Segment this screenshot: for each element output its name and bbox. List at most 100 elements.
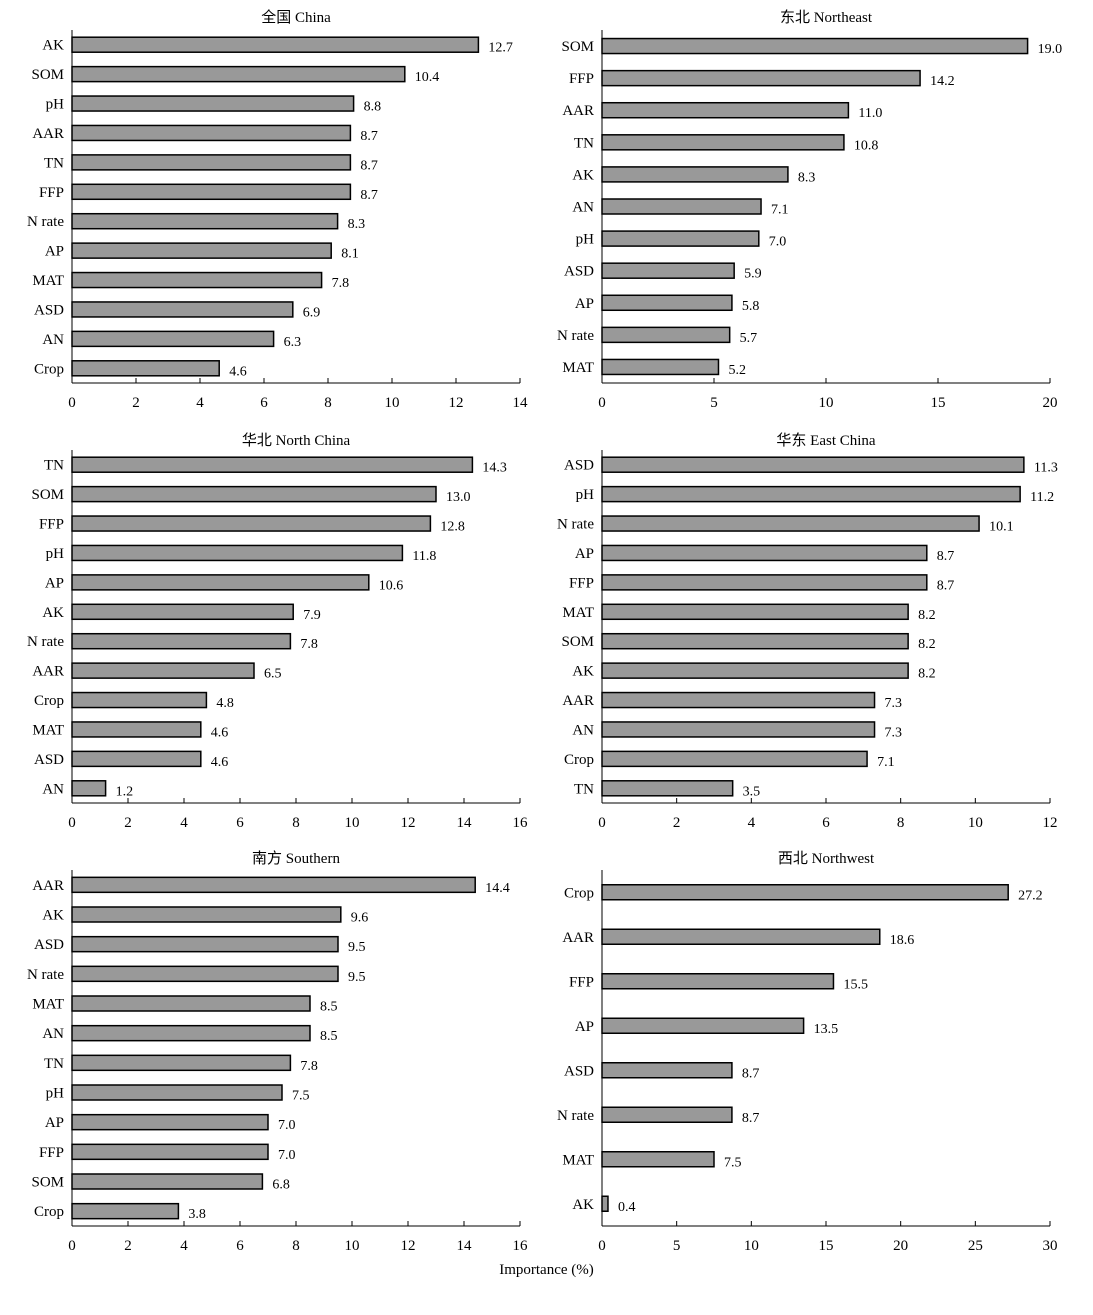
bar	[71, 935, 339, 953]
category-label: AP	[45, 244, 64, 260]
value-label: 7.8	[300, 1059, 318, 1074]
value-label: 4.6	[211, 755, 229, 770]
value-label: 8.7	[742, 1111, 760, 1126]
value-label: 11.8	[412, 549, 436, 564]
bar	[601, 632, 909, 650]
bar	[601, 230, 760, 247]
chart-panel-6: 西北 Northwest Crop 27.2 AAR 18.6 FFP 15.5 AP 13.5…	[557, 850, 1058, 1254]
x-tick-label: 12	[401, 1238, 416, 1254]
value-label: 19.0	[1038, 42, 1063, 57]
category-label: N rate	[27, 967, 64, 983]
value-label: 9.5	[348, 970, 366, 985]
chart-panel-1: 全国 China AK 12.7 SOM 10.4 pH 8.8 AAR 8.7 TN 8.7 FFP…	[27, 8, 528, 411]
x-tick-label: 10	[744, 1238, 759, 1254]
value-label: 18.6	[890, 933, 915, 948]
bar	[601, 973, 835, 990]
bar	[601, 1151, 715, 1168]
bar	[71, 124, 352, 142]
value-label: 7.0	[278, 1148, 296, 1163]
bar	[71, 212, 339, 230]
value-label: 8.3	[798, 170, 816, 185]
category-label: ASD	[34, 302, 64, 318]
category-label: FFP	[569, 71, 594, 87]
bar	[601, 603, 909, 621]
panel-title: 全国 China	[261, 8, 331, 26]
x-tick-label: 14	[513, 395, 529, 411]
x-tick-label: 10	[968, 815, 983, 831]
bar	[71, 750, 202, 768]
value-label: 7.1	[877, 755, 895, 770]
bar	[71, 1113, 269, 1131]
x-tick-label: 8	[324, 395, 332, 411]
category-label: MAT	[562, 605, 594, 621]
x-tick-label: 6	[260, 395, 268, 411]
bar	[601, 198, 762, 215]
bar	[71, 603, 294, 621]
bar	[601, 662, 909, 679]
bar	[601, 750, 868, 768]
bar	[71, 1024, 311, 1042]
category-label: FFP	[569, 974, 594, 990]
category-label: TN	[574, 135, 594, 151]
category-label: SOM	[31, 487, 64, 503]
bar	[601, 358, 720, 376]
x-tick-label: 4	[196, 395, 204, 411]
category-label: pH	[46, 1086, 65, 1102]
value-label: 14.2	[930, 74, 955, 89]
x-tick-label: 14	[457, 1238, 473, 1254]
bar	[71, 242, 332, 259]
value-label: 5.8	[742, 299, 760, 314]
category-label: Crop	[34, 361, 64, 377]
category-label: SOM	[31, 1175, 64, 1191]
value-label: 14.3	[482, 461, 507, 476]
category-label: MAT	[32, 722, 64, 738]
value-label: 0.4	[618, 1200, 636, 1215]
x-tick-label: 4	[180, 815, 188, 831]
x-tick-label: 8	[897, 815, 905, 831]
bar	[601, 1062, 733, 1079]
bar	[601, 780, 734, 797]
panel-title: 华东 East China	[776, 432, 875, 449]
value-label: 7.3	[885, 725, 903, 740]
bar	[601, 294, 733, 312]
value-label: 12.7	[488, 41, 513, 56]
value-label: 8.7	[360, 129, 378, 144]
bar	[71, 574, 370, 591]
bar	[601, 101, 850, 119]
category-label: MAT	[562, 1152, 594, 1168]
value-label: 4.6	[211, 725, 229, 740]
category-label: AAR	[32, 878, 64, 894]
category-label: AN	[42, 332, 64, 348]
x-tick-label: 14	[457, 815, 473, 831]
x-tick-label: 16	[513, 1238, 529, 1254]
category-label: FFP	[39, 517, 64, 533]
x-tick-label: 10	[385, 395, 400, 411]
value-label: 15.5	[843, 977, 868, 992]
bar	[601, 1195, 609, 1212]
x-tick-label: 16	[513, 815, 529, 831]
value-label: 11.0	[858, 106, 882, 121]
bar	[71, 780, 107, 797]
value-label: 8.2	[918, 667, 936, 682]
category-label: AP	[575, 546, 594, 562]
value-label: 8.8	[364, 100, 382, 115]
category-label: AN	[42, 781, 64, 797]
x-tick-label: 12	[1043, 815, 1058, 831]
x-tick-label: 0	[68, 1238, 76, 1254]
bar	[71, 515, 432, 532]
category-label: N rate	[557, 517, 594, 533]
category-label: AK	[572, 167, 594, 183]
category-label: FFP	[39, 1145, 64, 1161]
x-tick-label: 2	[673, 815, 681, 831]
value-label: 8.3	[348, 217, 366, 232]
value-label: 10.8	[854, 138, 879, 153]
x-tick-label: 6	[236, 1238, 244, 1254]
bar	[601, 544, 928, 562]
panel-title: 西北 Northwest	[778, 850, 875, 867]
category-label: AP	[575, 1019, 594, 1035]
value-label: 13.5	[814, 1022, 839, 1037]
category-label: AK	[572, 1197, 594, 1213]
category-label: Crop	[564, 752, 594, 768]
x-tick-label: 20	[1043, 395, 1058, 411]
